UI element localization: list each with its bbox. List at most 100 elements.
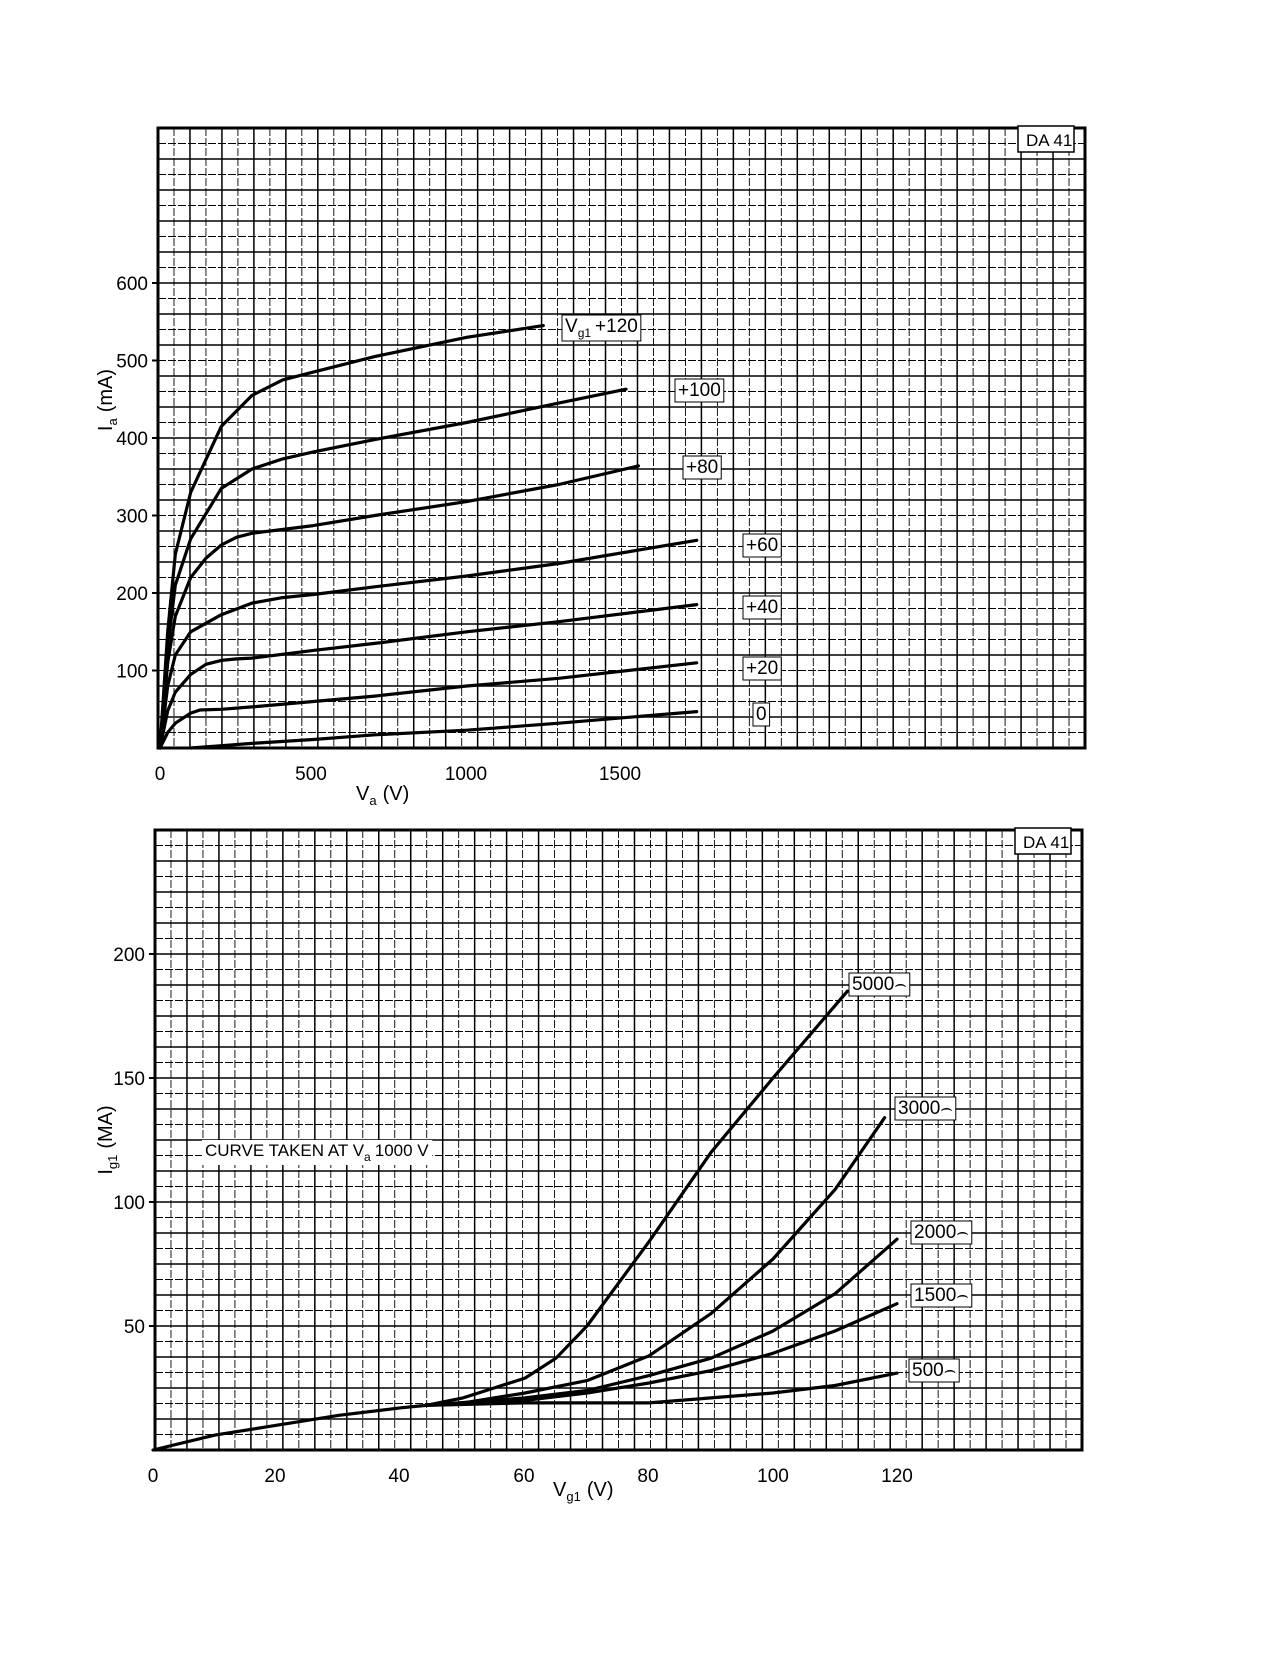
- series-label-4: 500⌢: [912, 1360, 956, 1381]
- y-axis-label: Ia (mA): [95, 369, 120, 431]
- annotation-main: CURVE TAKEN AT V: [205, 1141, 365, 1160]
- series-label-main: 1500⌢: [914, 1285, 969, 1306]
- x-axis-label-sub: g1: [566, 1489, 580, 1504]
- x-axis-label-sub: a: [369, 793, 377, 808]
- y-tick-label: 100: [113, 1193, 145, 1214]
- grid-current-chart: DA 41 50 100 150 200 0 20 40 60 80 100 120 Vg1 (V) Ig1…: [95, 827, 1084, 1504]
- y-tick-label: 100: [116, 662, 148, 683]
- series-line-2: [158, 464, 641, 750]
- x-tick-label: 100: [757, 1466, 789, 1487]
- series-line-4: [158, 602, 699, 750]
- curve-annotation: CURVE TAKEN AT Va 1000 V: [205, 1141, 429, 1164]
- x-tick-label: 500: [295, 764, 327, 785]
- series-label-box: [848, 972, 911, 997]
- x-tick-label: 120: [881, 1466, 913, 1487]
- series-label-5: +20: [746, 658, 778, 679]
- series-line-5: [158, 661, 699, 750]
- series-label-3: 1500⌢: [914, 1285, 969, 1306]
- series-label-main: +60: [746, 535, 778, 556]
- y-axis-label-sub: a: [105, 418, 120, 426]
- x-tick-label: 20: [264, 1466, 285, 1487]
- chart-tag-box: [1014, 827, 1072, 855]
- series-line-0: [151, 989, 850, 1452]
- annotation-tail: 1000 V: [375, 1141, 430, 1160]
- x-tick-label: 1500: [599, 764, 641, 785]
- x-axis-label-main: V: [553, 1479, 567, 1501]
- series-label-box: [561, 314, 642, 342]
- series-line-3: [424, 1302, 899, 1408]
- series-label-main: +20: [746, 658, 778, 679]
- series-label-box: [682, 455, 722, 480]
- series-label-main: 5000⌢: [852, 974, 907, 995]
- series-line-0: [158, 324, 545, 750]
- y-axis-label: Ig1 (MA): [95, 1105, 120, 1174]
- x-tick-label: 0: [155, 764, 166, 785]
- x-axis-label: Va (V): [356, 783, 409, 808]
- series-label-tail: +120: [595, 316, 638, 337]
- chart-grid: [158, 128, 1085, 748]
- y-tick-label: 50: [124, 1317, 145, 1338]
- y-axis-label-main: I: [95, 426, 117, 432]
- series-label-box: [894, 1096, 957, 1121]
- series-label-box: [908, 1358, 960, 1383]
- series-line-3: [158, 538, 699, 750]
- series-label-main: +80: [686, 457, 718, 478]
- series-label-4: +40: [746, 597, 778, 618]
- series-label-box: [742, 595, 782, 620]
- series-label-main: 3000⌢: [898, 1098, 953, 1119]
- series-line-1: [424, 1116, 887, 1408]
- x-axis-label-main: V: [356, 783, 370, 805]
- series-label-box: [910, 1283, 973, 1308]
- chart-tag-box: [1017, 125, 1075, 153]
- x-tick-label: 40: [388, 1466, 409, 1487]
- x-axis-label-unit: (V): [383, 783, 410, 805]
- x-tick-label: 60: [513, 1466, 534, 1487]
- series-label-box: [910, 1220, 973, 1245]
- series-label-main: V: [565, 316, 578, 337]
- y-tick-label: 150: [113, 1069, 145, 1090]
- series-label-box: [752, 702, 771, 727]
- y-axis-label-unit: (mA): [95, 369, 117, 412]
- y-tick-label: 500: [116, 352, 148, 373]
- series-label-sub: g1: [578, 326, 592, 340]
- chart-tag: DA 41: [1026, 131, 1072, 150]
- series-label-1: +100: [678, 380, 721, 401]
- series-line-1: [158, 387, 628, 750]
- y-tick-label: 600: [116, 274, 148, 295]
- series-label-box: [674, 378, 725, 403]
- x-axis-label-unit: (V): [587, 1479, 614, 1501]
- series-label-3: +60: [746, 535, 778, 556]
- y-axis-label-sub: g1: [105, 1155, 120, 1169]
- annotation-box: [202, 1140, 433, 1165]
- series-label-box: [742, 656, 782, 681]
- x-tick-label: 80: [637, 1466, 658, 1487]
- series-label-0: 5000⌢: [852, 974, 907, 995]
- series-label-2: +80: [686, 457, 718, 478]
- series-label-0: Vg1 +120: [565, 316, 638, 340]
- anode-characteristic-chart: DA 41 100 200 300 400 500 600 0 500 1000 1500 Va (V)…: [95, 125, 1087, 808]
- y-axis-label-unit: (MA): [95, 1105, 117, 1148]
- plot-frame: [153, 828, 1084, 1452]
- series-label-box: [742, 533, 782, 558]
- series-label-main: +100: [678, 380, 721, 401]
- series-label-main: +40: [746, 597, 778, 618]
- series-label-main: 500⌢: [912, 1360, 956, 1381]
- x-axis-label: Vg1 (V): [553, 1479, 613, 1504]
- series-label-main: 2000⌢: [914, 1222, 969, 1243]
- series-label-1: 3000⌢: [898, 1098, 953, 1119]
- chart-tag: DA 41: [1023, 833, 1069, 852]
- series-line-2: [424, 1237, 899, 1408]
- series-label-2: 2000⌢: [914, 1222, 969, 1243]
- y-tick-label: 400: [116, 429, 148, 450]
- series-label-main: 0: [756, 704, 767, 725]
- y-tick-label: 200: [113, 945, 145, 966]
- y-axis-label-main: I: [95, 1169, 117, 1175]
- series-label-6: 0: [756, 704, 767, 725]
- x-tick-label: 0: [148, 1466, 159, 1487]
- y-tick-label: 200: [116, 584, 148, 605]
- series-line-6: [189, 709, 699, 750]
- series-line-4: [424, 1371, 899, 1408]
- annotation-sub: a: [364, 1150, 371, 1164]
